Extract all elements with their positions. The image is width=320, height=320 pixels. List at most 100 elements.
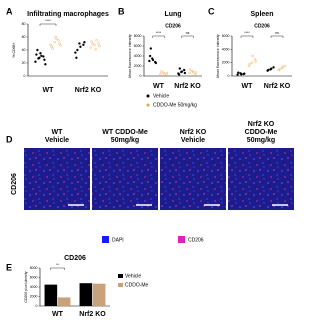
data-point: [243, 72, 246, 75]
legend-label: CDDO-Me: [125, 282, 149, 288]
bar: [44, 284, 58, 306]
data-point: [90, 40, 93, 43]
panel-label: C: [208, 6, 215, 16]
significance-bracket: [39, 23, 57, 26]
data-point: [37, 57, 40, 60]
micrographs: [24, 148, 294, 210]
data-point: [159, 72, 162, 76]
y-tick-label: 60: [22, 35, 26, 39]
row-label: CD206: [11, 173, 18, 195]
significance-bracket: [270, 35, 284, 38]
column-title: Vehicle: [45, 137, 69, 144]
legend-swatch: [178, 236, 185, 243]
data-point: [91, 42, 94, 46]
data-point: [82, 43, 85, 46]
data-point: [74, 51, 77, 54]
data-point: [42, 55, 45, 58]
significance-label: ****: [156, 31, 162, 35]
y-tick-label: 0: [36, 304, 38, 308]
y-tick-label: 2000: [222, 61, 230, 65]
data-point: [237, 71, 240, 74]
legend-label: Vehicle: [153, 93, 169, 99]
data-point: [53, 41, 56, 44]
data-point: [93, 43, 96, 46]
data-point: [272, 66, 275, 69]
x-tick-label: Nrf2 KO: [75, 87, 102, 94]
chart-title: Lung: [164, 11, 181, 18]
legend-marker: [146, 94, 150, 98]
data-point: [165, 71, 169, 75]
y-tick-label: 0: [140, 74, 142, 78]
bar: [79, 283, 93, 306]
data-point: [240, 73, 243, 76]
data-point: [78, 42, 81, 45]
data-point: [151, 58, 155, 62]
data-point: [247, 64, 251, 68]
panel-label: A: [6, 6, 13, 16]
significance-label: ns: [275, 31, 279, 35]
significance-bracket: [152, 35, 165, 38]
data-point: [250, 61, 254, 64]
data-point: [278, 68, 281, 71]
y-tick-label: 6000: [134, 44, 142, 48]
data-point: [183, 71, 187, 75]
legend-label: DAPI: [112, 237, 124, 243]
data-point: [95, 39, 98, 42]
chart-title: Spleen: [251, 11, 274, 18]
data-point: [248, 62, 251, 66]
panel-label: E: [6, 262, 12, 272]
bar: [92, 283, 106, 306]
micrograph: [24, 148, 90, 210]
data-point: [178, 67, 182, 70]
significance-bracket: [181, 35, 194, 38]
column-title: Nrf2 KO: [248, 121, 275, 128]
data-point: [267, 68, 270, 72]
y-tick-label: 8000: [30, 266, 38, 270]
data-point: [43, 58, 46, 61]
data-point: [180, 70, 184, 73]
legend-swatch: [102, 236, 109, 243]
column-title: 50mg/kg: [111, 137, 139, 144]
data-point: [182, 68, 186, 72]
data-point: [254, 60, 257, 63]
y-tick-label: 4000: [134, 54, 142, 58]
y-tick-label: 20: [22, 61, 26, 65]
column-title: Nrf2 KO: [180, 129, 207, 136]
data-point: [270, 67, 273, 70]
data-point: [191, 70, 195, 74]
y-axis-label: Mean fluorescence intensity: [216, 34, 220, 78]
significance-bracket: [50, 267, 65, 270]
data-point: [35, 53, 38, 56]
data-point: [55, 37, 58, 41]
y-tick-label: 6000: [222, 34, 230, 38]
data-point: [89, 46, 92, 49]
data-point: [94, 48, 97, 51]
data-point: [76, 48, 79, 52]
data-point: [75, 56, 78, 59]
legend-swatch: [118, 274, 123, 278]
y-tick-label: 0: [24, 74, 26, 78]
significance-bracket: [240, 35, 254, 38]
data-point: [54, 35, 57, 39]
y-tick-label: 40: [22, 48, 26, 52]
y-tick-label: 4000: [222, 47, 230, 51]
legend-label: CD206: [188, 237, 204, 243]
y-tick-label: 2000: [30, 294, 38, 298]
data-point: [36, 48, 39, 52]
data-point: [44, 63, 47, 66]
y-tick-label: 80: [22, 22, 26, 26]
x-tick-label: Nrf2 KO: [79, 311, 106, 318]
column-title: CDDO-Me: [245, 129, 278, 136]
data-point: [97, 42, 100, 45]
data-point: [34, 60, 37, 63]
data-point: [59, 44, 62, 47]
panel-label: B: [118, 6, 125, 16]
x-tick-label: Nrf2 KO: [264, 83, 291, 90]
y-tick-label: 0: [228, 74, 230, 78]
x-tick-label: WT: [52, 311, 64, 318]
data-point: [148, 54, 152, 58]
data-point: [79, 45, 82, 48]
data-point: [50, 45, 53, 48]
y-tick-label: 4000: [30, 285, 38, 289]
